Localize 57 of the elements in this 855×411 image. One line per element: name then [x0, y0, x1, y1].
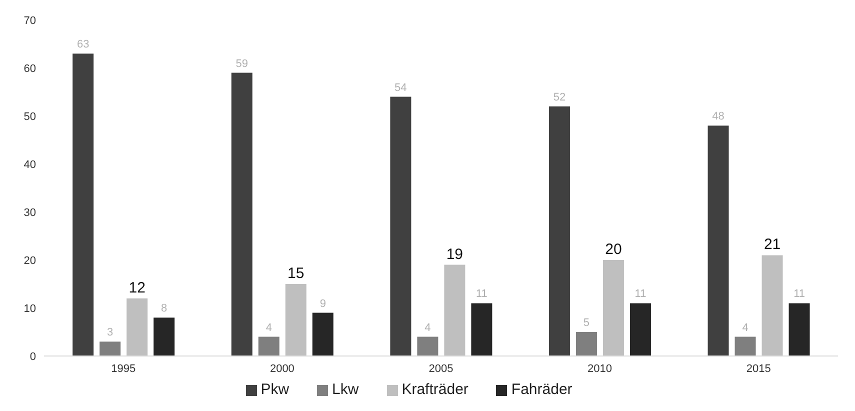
bar	[576, 332, 597, 356]
y-tick-label: 50	[24, 110, 36, 123]
legend-label: Krafträder	[402, 381, 468, 398]
x-tick-label: 2000	[270, 362, 294, 375]
data-label: 15	[288, 265, 304, 282]
data-label: 59	[236, 58, 248, 70]
data-label: 20	[605, 241, 622, 258]
bar	[72, 54, 94, 356]
bar	[788, 303, 810, 356]
data-label: 63	[76, 38, 90, 51]
x-tick-label: 2005	[428, 362, 454, 375]
bar	[630, 303, 651, 356]
bar	[258, 336, 280, 356]
x-tick-label: 1995	[111, 362, 136, 375]
data-label: 4	[742, 322, 748, 334]
data-label: 54	[394, 82, 407, 94]
bar	[154, 318, 175, 356]
bar	[417, 336, 438, 356]
data-label: 21	[764, 236, 781, 254]
bar	[762, 255, 783, 356]
y-tick-label: 30	[24, 206, 36, 219]
y-tick-label: 70	[24, 14, 36, 27]
bar	[548, 106, 570, 356]
data-label: 19	[446, 246, 464, 263]
bar	[390, 96, 412, 356]
bar	[231, 72, 252, 356]
data-label: 9	[320, 298, 326, 310]
bar	[100, 342, 121, 356]
bar	[444, 264, 466, 356]
data-label: 12	[128, 279, 146, 296]
bar	[285, 284, 306, 356]
y-tick-label: 0	[30, 350, 36, 363]
y-tick-label: 10	[24, 302, 36, 315]
data-label: 8	[161, 302, 168, 315]
data-label: 11	[476, 288, 488, 300]
legend-label: Lkw	[332, 381, 359, 398]
y-tick-label: 40	[24, 158, 36, 171]
x-tick-label: 2010	[588, 362, 612, 375]
data-label: 11	[634, 288, 646, 300]
x-tick-label: 2015	[746, 362, 771, 375]
data-label: 5	[583, 317, 590, 329]
bar	[708, 126, 729, 356]
y-tick-label: 20	[24, 254, 36, 267]
legend-label: Fahräder	[511, 381, 572, 398]
bar	[734, 336, 756, 356]
data-label: 48	[712, 110, 724, 123]
data-label: 11	[794, 288, 805, 300]
data-label: 4	[266, 322, 272, 334]
data-label: 4	[424, 322, 431, 334]
data-label: 52	[553, 91, 566, 104]
bar	[126, 298, 148, 356]
bar	[602, 260, 624, 356]
data-label: 3	[107, 326, 114, 339]
bar	[312, 312, 334, 356]
legend-label: Pkw	[260, 381, 290, 398]
bar	[471, 303, 492, 356]
y-tick-label: 60	[24, 62, 36, 75]
